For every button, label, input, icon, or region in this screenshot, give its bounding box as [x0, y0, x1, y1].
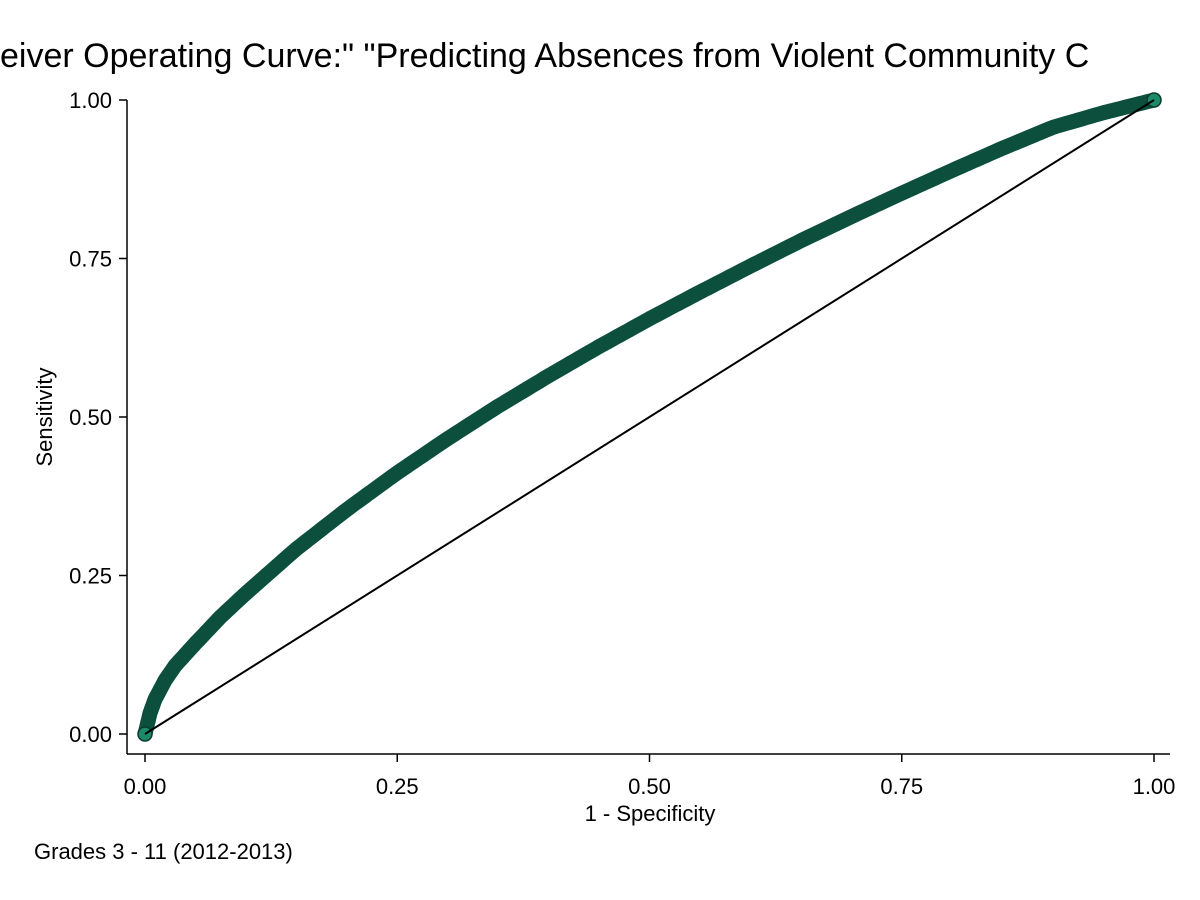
x-tick-label: 0.50 — [628, 774, 671, 799]
y-tick-label: 0.50 — [69, 405, 112, 430]
roc-curve — [137, 92, 1162, 742]
x-tick-label: 0.75 — [880, 774, 923, 799]
chart-title: eiver Operating Curve:" "Predicting Abse… — [0, 37, 1089, 75]
x-axis-title: 1 - Specificity — [585, 801, 716, 826]
y-tick-label: 0.75 — [69, 247, 112, 272]
x-tick-label: 0.00 — [124, 774, 167, 799]
y-tick-label: 0.25 — [69, 564, 112, 589]
plot-area — [137, 92, 1162, 742]
y-axis-title: Sensitivity — [32, 367, 57, 466]
axes — [126, 100, 1170, 755]
x-tick-label: 1.00 — [1133, 774, 1176, 799]
chart-note: Grades 3 - 11 (2012-2013) — [34, 839, 293, 864]
y-tick-label: 0.00 — [69, 722, 112, 747]
y-ticks: 0.00 0.25 0.50 0.75 1.00 — [69, 88, 127, 747]
x-tick-label: 0.25 — [376, 774, 419, 799]
x-ticks: 0.00 0.25 0.50 0.75 1.00 — [124, 754, 1176, 799]
reference-line — [144, 99, 1155, 735]
y-tick-label: 1.00 — [69, 88, 112, 113]
